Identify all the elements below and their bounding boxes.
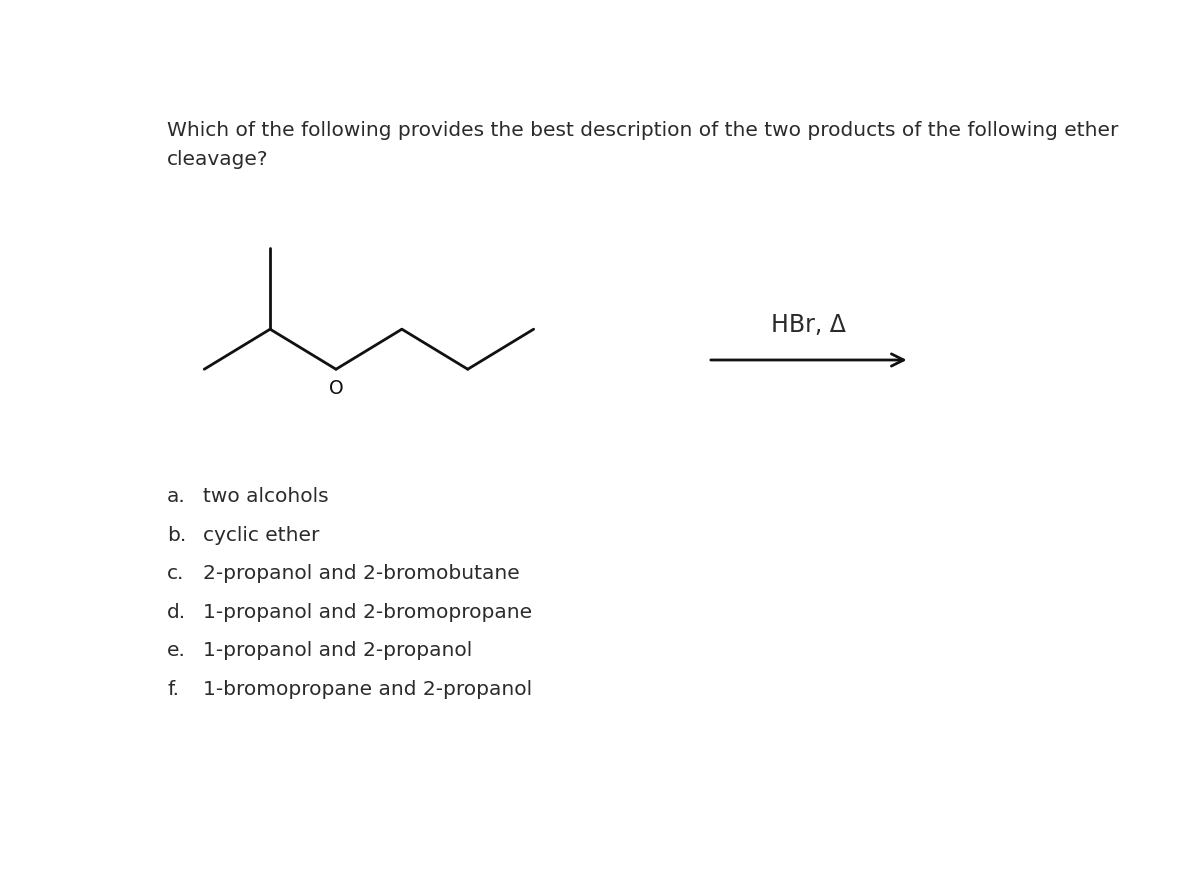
Text: cyclic ether: cyclic ether	[203, 526, 319, 545]
Text: 2-propanol and 2-bromobutane: 2-propanol and 2-bromobutane	[203, 564, 520, 583]
Text: e.: e.	[167, 641, 186, 660]
Text: 1-bromopropane and 2-propanol: 1-bromopropane and 2-propanol	[203, 680, 532, 698]
Text: two alcohols: two alcohols	[203, 487, 329, 506]
Text: a.: a.	[167, 487, 186, 506]
Text: 1-propanol and 2-propanol: 1-propanol and 2-propanol	[203, 641, 472, 660]
Text: c.: c.	[167, 564, 185, 583]
Text: O: O	[329, 379, 343, 399]
Text: cleavage?: cleavage?	[167, 150, 269, 169]
Text: 1-propanol and 2-bromopropane: 1-propanol and 2-bromopropane	[203, 603, 532, 622]
Text: b.: b.	[167, 526, 186, 545]
Text: HBr, Δ: HBr, Δ	[772, 313, 846, 337]
Text: d.: d.	[167, 603, 186, 622]
Text: f.: f.	[167, 680, 179, 698]
Text: Which of the following provides the best description of the two products of the : Which of the following provides the best…	[167, 121, 1118, 140]
